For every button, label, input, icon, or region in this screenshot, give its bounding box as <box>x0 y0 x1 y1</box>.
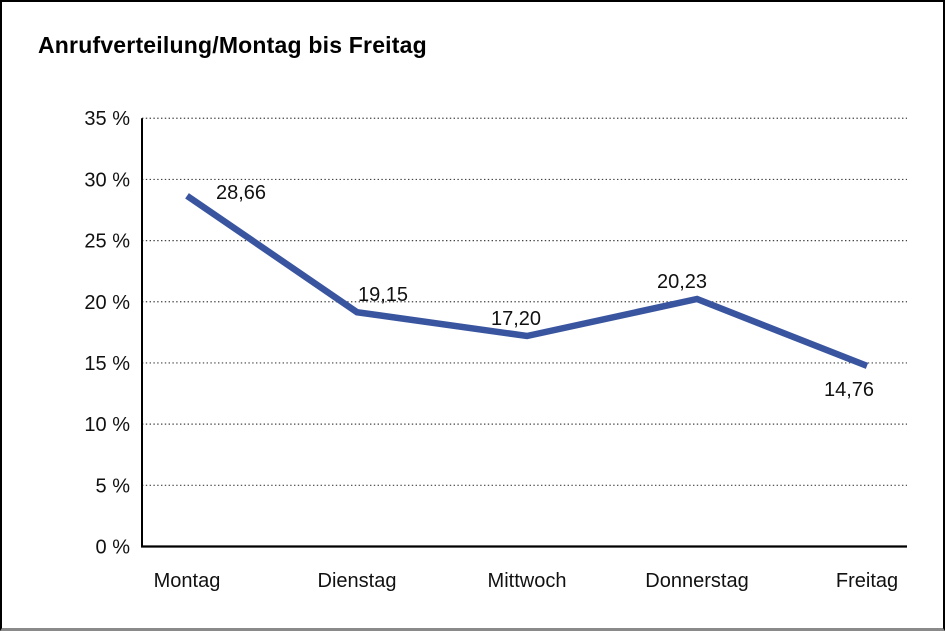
x-category-label: Donnerstag <box>645 570 748 592</box>
y-tick-label: 20 % <box>84 292 130 314</box>
y-tick-label: 25 % <box>84 231 130 253</box>
x-category-label: Montag <box>154 570 221 592</box>
series-line <box>185 193 869 369</box>
x-category-label: Mittwoch <box>488 570 567 592</box>
x-category-label: Freitag <box>836 570 898 592</box>
y-tick-label: 10 % <box>84 414 130 436</box>
y-tick-label: 0 % <box>96 537 131 559</box>
data-label: 14,76 <box>824 379 874 401</box>
y-tick-label: 15 % <box>84 353 130 375</box>
y-tick-label: 5 % <box>96 475 131 497</box>
chart-title: Anrufverteilung/Montag bis Freitag <box>38 32 427 58</box>
y-tick-label: 35 % <box>84 108 130 130</box>
data-label: 28,66 <box>216 182 266 204</box>
y-tick-label: 30 % <box>84 169 130 191</box>
data-label: 19,15 <box>358 284 408 306</box>
data-label: 17,20 <box>491 308 541 330</box>
data-label: 20,23 <box>657 271 707 293</box>
x-category-label: Dienstag <box>318 570 397 592</box>
